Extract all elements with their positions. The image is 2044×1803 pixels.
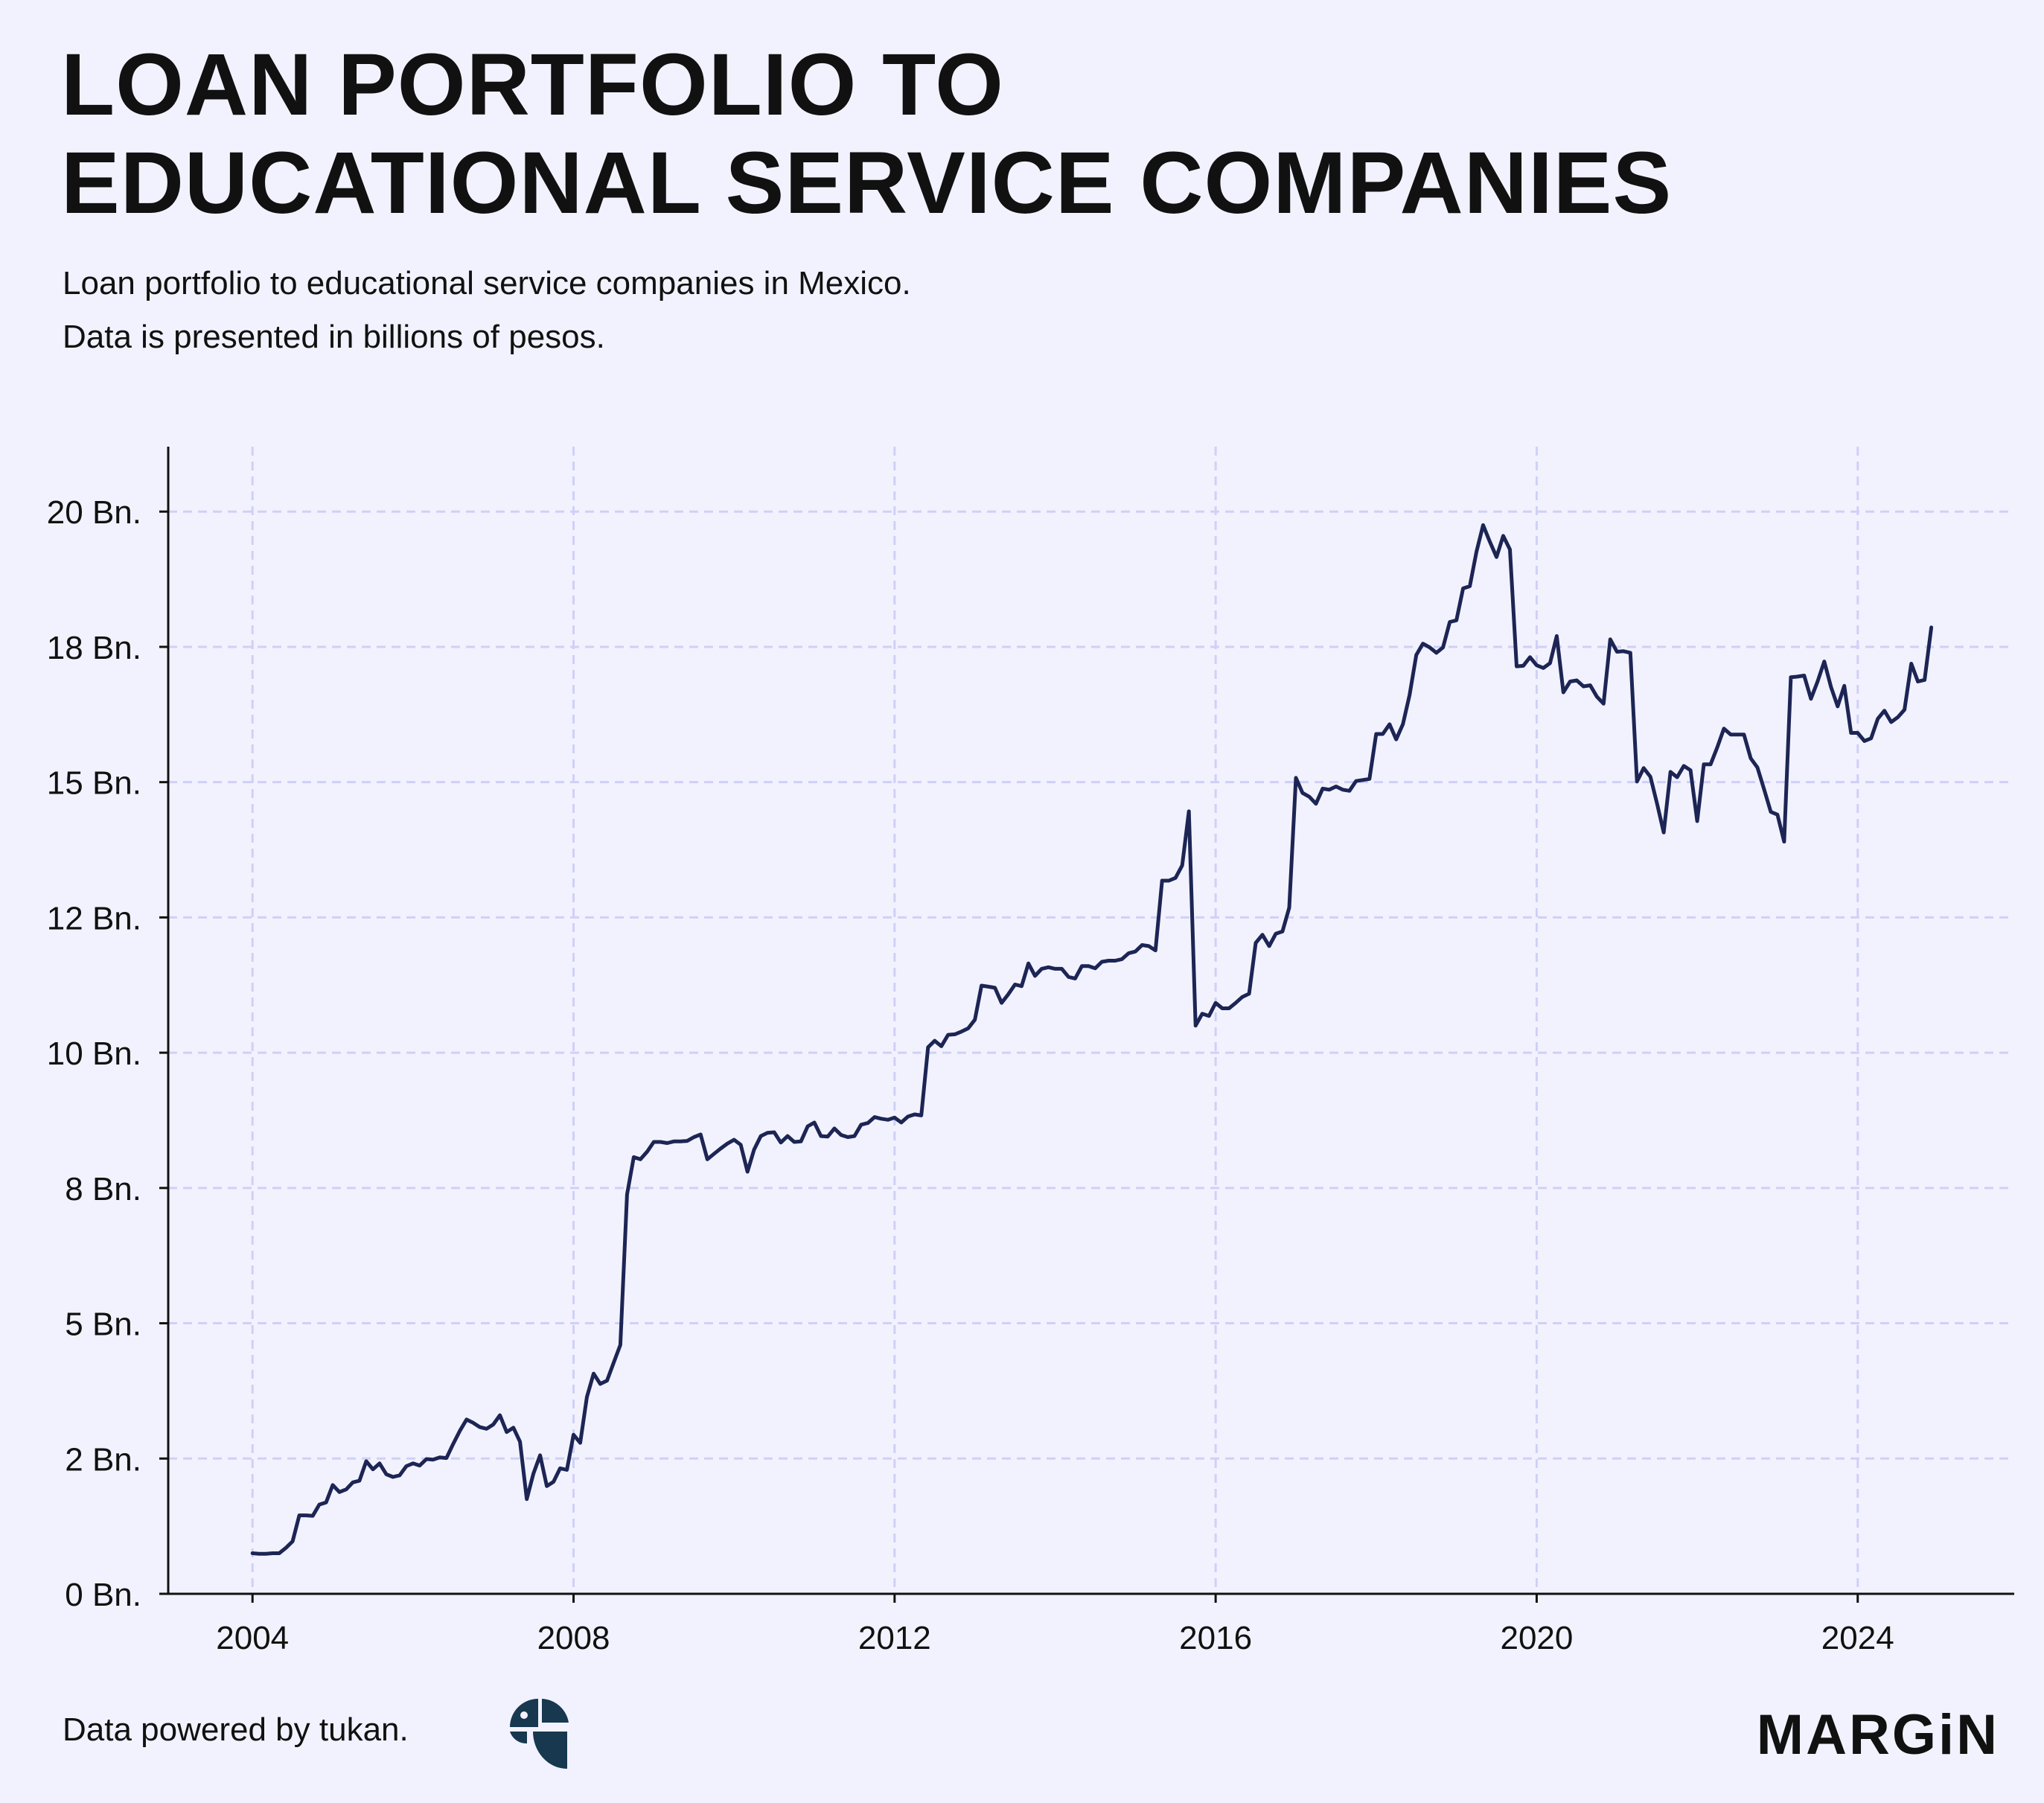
x-tick-label: 2024 bbox=[1821, 1620, 1894, 1656]
y-tick-label: 15 Bn. bbox=[47, 765, 141, 802]
x-tick-label: 2004 bbox=[216, 1620, 289, 1656]
y-tick-label: 12 Bn. bbox=[47, 900, 141, 936]
y-tick-label: 10 Bn. bbox=[47, 1035, 141, 1072]
y-tick-label: 2 Bn. bbox=[65, 1441, 141, 1478]
series-line bbox=[250, 523, 1934, 1556]
tick-labels: 0 Bn. 2 Bn. 5 Bn. 8 Bn. 10 Bn. 12 Bn. 15 Bn. 18… bbox=[47, 494, 1894, 1656]
y-tick-label: 0 Bn. bbox=[65, 1577, 141, 1613]
x-tick-label: 2008 bbox=[537, 1620, 610, 1656]
chart-subtitle: Loan portfolio to educational service co… bbox=[63, 257, 911, 364]
y-tick-label: 8 Bn. bbox=[65, 1171, 141, 1207]
source-credit: Data powered by tukan. bbox=[63, 1711, 409, 1748]
y-tick-label: 20 Bn. bbox=[47, 494, 141, 531]
x-tick-label: 2012 bbox=[858, 1620, 931, 1656]
title-line-2: EDUCATIONAL SERVICE COMPANIES bbox=[61, 134, 1673, 232]
data-series bbox=[250, 523, 1934, 1556]
margin-logo: MARGiN bbox=[1756, 1703, 1999, 1767]
y-tick-label: 5 Bn. bbox=[65, 1306, 141, 1343]
tukan-logo-icon bbox=[510, 1699, 569, 1769]
grid-lines bbox=[168, 447, 2014, 1595]
chart-title: LOAN PORTFOLIO TO EDUCATIONAL SERVICE CO… bbox=[61, 36, 1967, 232]
title-line-1: LOAN PORTFOLIO TO bbox=[61, 36, 1004, 134]
subtitle-line-2: Data is presented in billions of pesos. bbox=[63, 319, 605, 355]
x-tick-label: 2020 bbox=[1500, 1620, 1573, 1656]
x-tick-label: 2016 bbox=[1179, 1620, 1252, 1656]
subtitle-line-1: Loan portfolio to educational service co… bbox=[63, 265, 911, 301]
y-tick-label: 18 Bn. bbox=[47, 630, 141, 666]
axes bbox=[159, 447, 2014, 1603]
